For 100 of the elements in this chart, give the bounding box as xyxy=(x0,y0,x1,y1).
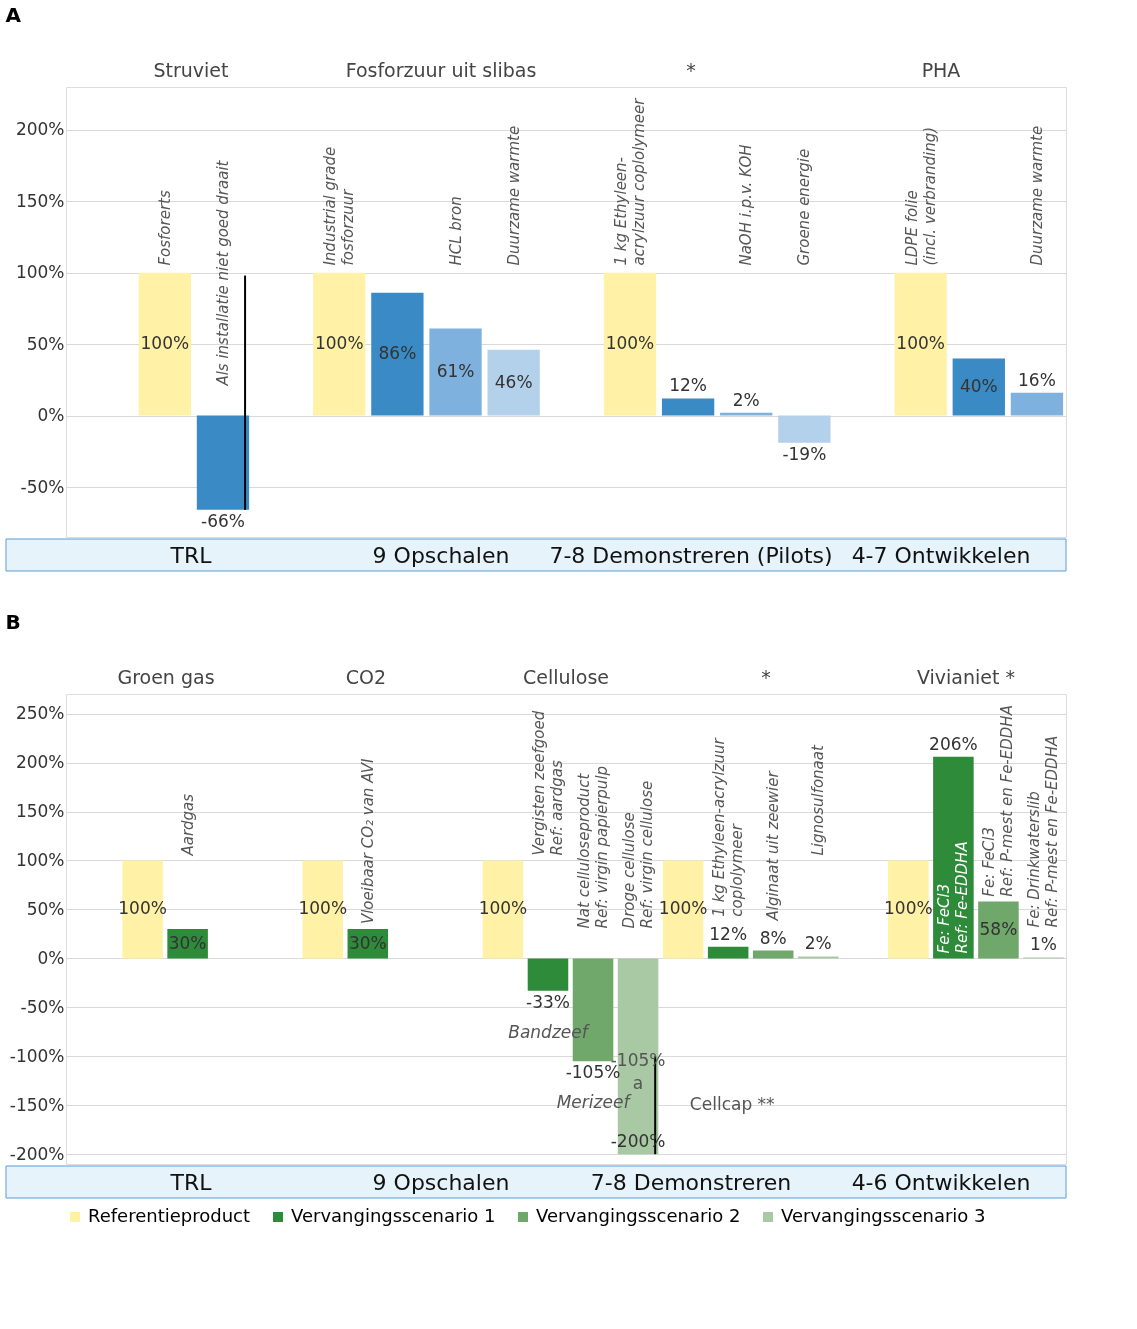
y-tick-label: -50% xyxy=(20,996,65,1017)
data-label: 8% xyxy=(759,927,787,948)
data-label: 2% xyxy=(804,933,832,954)
y-tick-label: -200% xyxy=(9,1143,65,1164)
annotation: Merizeef xyxy=(556,1092,633,1113)
y-tick-label: 150% xyxy=(15,190,65,211)
data-label: 61% xyxy=(436,361,475,381)
y-tick-label: 50% xyxy=(26,333,65,354)
bar xyxy=(707,946,749,959)
text: 4-6 Ontwikkelen xyxy=(851,1170,1031,1195)
legend-label: Vervangingsscenario 2 xyxy=(536,1205,741,1226)
data-label: 16% xyxy=(1018,369,1056,390)
data-label: 100% xyxy=(884,898,933,919)
bar xyxy=(778,415,831,443)
x-tick-label: Alginaat uit zeewier xyxy=(764,770,783,922)
x-tick-label: Industrial grade fosforzuur xyxy=(321,146,358,266)
text: 4-7 Ontwikkelen xyxy=(851,543,1031,568)
x-tick-label: Vloeibaar CO₂ van AVI xyxy=(358,758,377,925)
data-label: -19% xyxy=(782,443,827,464)
data-label: 58% xyxy=(979,918,1018,939)
bar xyxy=(661,398,715,416)
y-tick-label: 100% xyxy=(15,849,65,870)
x-tick-label: Fe: Drinkwaterslib Ref: P-mest en Fe-EDDHA xyxy=(1025,735,1062,928)
text: Fosforzuur uit slibas xyxy=(345,59,537,81)
y-tick-label: -100% xyxy=(9,1045,65,1066)
text: 7-8 Demonstreren xyxy=(590,1170,792,1195)
data-label: 100% xyxy=(658,898,708,919)
chart-title: A xyxy=(5,3,22,27)
data-label: 100% xyxy=(896,333,945,354)
text: 9 Opschalen xyxy=(372,543,510,568)
x-tick-label: Duurzame warmte xyxy=(504,125,523,266)
data-label: -66% xyxy=(201,510,245,531)
data-label: 100% xyxy=(140,333,190,354)
data-label: 2% xyxy=(732,389,760,410)
x-tick-label: Fe: FeCl3 Ref: Fe-EDDHA xyxy=(935,841,972,954)
x-tick-label: Vergisten zeefgoed Ref: aardgas xyxy=(529,710,566,856)
chart-title: B xyxy=(5,610,21,634)
text: PHA xyxy=(921,59,961,81)
data-label: 1% xyxy=(1029,934,1057,955)
x-tick-label: Duurzame warmte xyxy=(1027,125,1046,266)
text: TRL xyxy=(169,543,213,568)
bar xyxy=(429,328,482,416)
data-label: 100% xyxy=(478,898,528,919)
data-label: 46% xyxy=(494,371,533,392)
text: TRL xyxy=(169,1170,213,1195)
x-tick-label: Groene energie xyxy=(795,148,814,266)
bar xyxy=(371,292,424,416)
x-tick-label: Fosforerts xyxy=(155,190,174,266)
x-tick-label: HCL bron xyxy=(446,196,465,266)
x-tick-label: Fe: FeCl3 Ref: P-mest en Fe-EDDHA xyxy=(980,705,1017,897)
y-tick-label: 0% xyxy=(37,947,65,968)
bar xyxy=(720,412,773,416)
bar xyxy=(138,272,191,416)
data-label: 12% xyxy=(669,375,707,396)
bar xyxy=(527,958,569,991)
data-label: 100% xyxy=(605,333,655,354)
bar xyxy=(1010,392,1064,416)
x-tick-label: Nat celluloseproduct Ref: virgin papierpulp xyxy=(575,765,612,929)
data-label: 100% xyxy=(118,898,167,919)
x-tick-label: Lignosulfonaat xyxy=(809,743,828,856)
y-tick-label: 250% xyxy=(15,703,65,724)
x-tick-label: 1 kg Ethyleen- acrylzuur coplolymeer xyxy=(611,97,648,266)
bar xyxy=(196,415,250,510)
y-tick-label: 150% xyxy=(15,801,65,821)
text: Vivianiet * xyxy=(916,666,1016,688)
data-label: -33% xyxy=(526,991,570,1012)
data-label: 30% xyxy=(348,932,387,953)
bar xyxy=(603,272,657,416)
bar xyxy=(487,349,540,416)
y-tick-label: 0% xyxy=(37,405,65,426)
data-label: 40% xyxy=(959,376,998,396)
data-label: 100% xyxy=(314,333,364,354)
bar xyxy=(894,272,947,416)
text: Cellulose xyxy=(522,666,610,688)
x-tick-label: Aardgas xyxy=(178,793,197,857)
text: 7-8 Demonstreren (Pilots) xyxy=(549,543,833,568)
y-tick-label: 200% xyxy=(15,752,65,773)
data-label: 30% xyxy=(168,932,207,953)
y-tick-label: -50% xyxy=(20,476,65,497)
y-tick-label: -150% xyxy=(9,1094,65,1115)
x-tick-label: Als installatie niet goed draait xyxy=(213,159,232,387)
legend-label: Referentieproduct xyxy=(88,1205,251,1226)
text: 9 Opschalen xyxy=(372,1170,510,1195)
y-tick-label: 50% xyxy=(26,898,65,919)
y-tick-label: 100% xyxy=(15,262,65,283)
text: CO2 xyxy=(345,666,387,688)
annotation: Cellcap ** xyxy=(689,1094,775,1115)
bar xyxy=(952,358,1005,416)
bar xyxy=(313,272,366,416)
x-tick-label: LDPE folie (incl. verbranding) xyxy=(902,126,939,266)
text: * xyxy=(761,666,771,688)
text: * xyxy=(686,59,696,81)
text: Groen gas xyxy=(117,666,215,688)
data-label: 206% xyxy=(929,733,978,754)
data-label: 12% xyxy=(709,923,748,944)
legend-label: Vervangingsscenario 3 xyxy=(781,1205,986,1226)
y-tick-label: 200% xyxy=(15,119,65,140)
x-tick-label: 1 kg Ethyleen-acrylzuur coplolymeer xyxy=(710,737,747,917)
legend-label: Vervangingsscenario 1 xyxy=(291,1205,496,1226)
x-tick-label: Droge cellulose Ref: virgin cellulose xyxy=(620,780,657,929)
